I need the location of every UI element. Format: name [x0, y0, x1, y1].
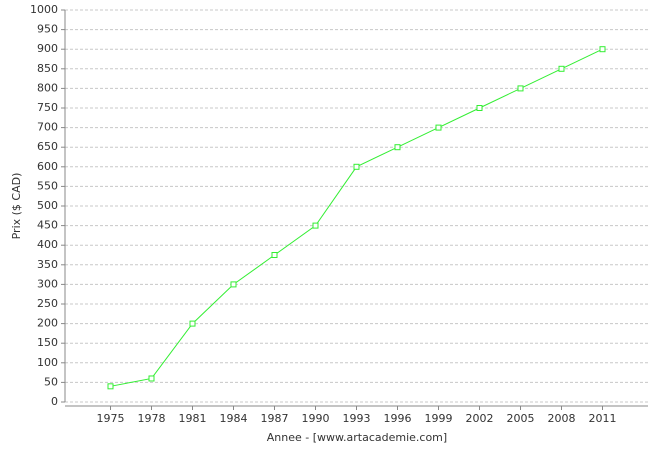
x-tick-label: 2005 [507, 412, 535, 425]
marker [353, 163, 360, 170]
x-tick-label: 1978 [138, 412, 166, 425]
x-tick-label: 1981 [179, 412, 207, 425]
marker [435, 124, 442, 131]
marker [107, 383, 114, 390]
x-axis-label: Annee - [www.artacademie.com] [267, 431, 447, 444]
marker [517, 85, 524, 92]
marker [599, 46, 606, 53]
y-tick-label: 400 [37, 238, 58, 251]
y-tick-label: 300 [37, 277, 58, 290]
y-tick-label: 500 [37, 199, 58, 212]
y-tick-label: 250 [37, 297, 58, 310]
y-tick-label: 850 [37, 62, 58, 75]
marker [230, 281, 237, 288]
marker [558, 65, 565, 72]
y-tick-label: 750 [37, 101, 58, 114]
x-tick-label: 1999 [425, 412, 453, 425]
y-tick-label: 700 [37, 121, 58, 134]
x-tick-label: 1987 [261, 412, 289, 425]
x-tick-label: 1984 [220, 412, 248, 425]
line [110, 48, 603, 387]
y-tick-label: 550 [37, 179, 58, 192]
x-tick-label: 2008 [548, 412, 576, 425]
y-tick-label: 1000 [30, 3, 58, 16]
marker [394, 144, 401, 151]
y-tick-label: 0 [51, 395, 58, 408]
y-tick-label: 450 [37, 219, 58, 232]
x-tick-label: 1993 [343, 412, 371, 425]
y-tick-label: 900 [37, 42, 58, 55]
x-tick-label: 1996 [384, 412, 412, 425]
y-axis-label: Prix ($ CAD) [10, 173, 23, 240]
y-tick-label: 350 [37, 258, 58, 271]
x-tick-label: 2011 [589, 412, 617, 425]
y-tick-label: 150 [37, 336, 58, 349]
x-tick-label: 2002 [466, 412, 494, 425]
y-tick-label: 100 [37, 356, 58, 369]
marker [148, 375, 155, 382]
y-tick-label: 200 [37, 317, 58, 330]
marker [189, 320, 196, 327]
x-tick-label: 1975 [97, 412, 125, 425]
y-tick-label: 950 [37, 23, 58, 36]
y-tick-label: 650 [37, 140, 58, 153]
marker [476, 105, 483, 111]
x-tick-label: 1990 [302, 412, 330, 425]
y-tick-label: 800 [37, 81, 58, 94]
y-tick-label: 50 [44, 375, 58, 388]
marker [271, 252, 278, 258]
y-tick-label: 600 [37, 160, 58, 173]
marker [312, 222, 319, 229]
